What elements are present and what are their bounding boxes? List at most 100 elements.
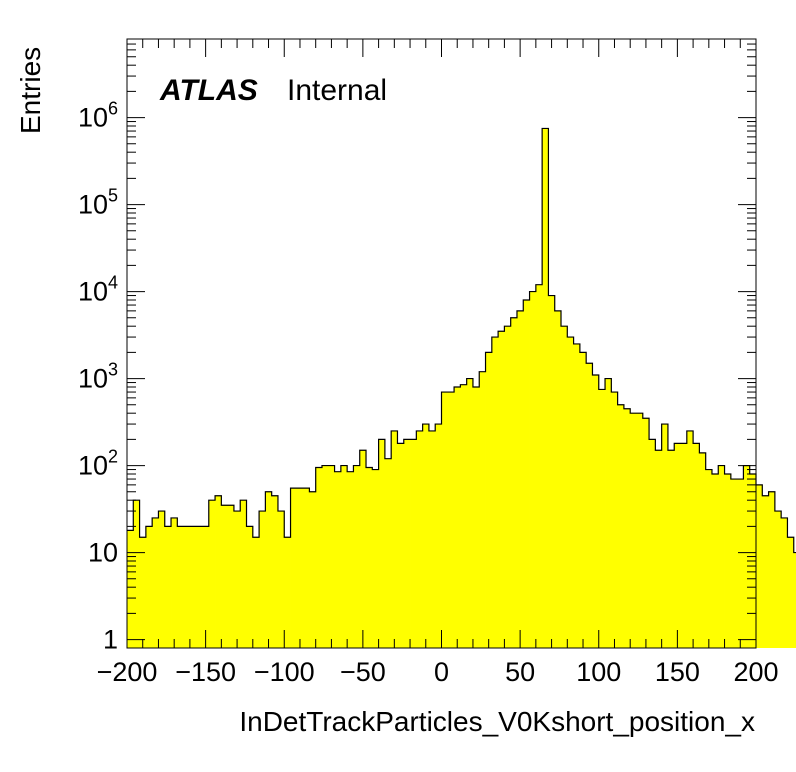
histogram-bar — [403, 439, 411, 648]
histogram-bar — [334, 471, 342, 648]
y-axis-label: Entries — [15, 47, 46, 134]
histogram-bar — [529, 291, 537, 648]
histogram-bars — [127, 127, 796, 649]
histogram-bar — [485, 352, 493, 648]
histogram-bar — [441, 392, 449, 648]
histogram-bar — [164, 526, 172, 648]
x-tick-label: 100 — [576, 657, 621, 687]
histogram-bar — [416, 430, 424, 648]
axis-ticks — [126, 38, 757, 648]
histogram-bar — [699, 452, 707, 648]
histogram-bar — [516, 310, 524, 648]
histogram-bar — [284, 537, 291, 648]
histogram-bar — [630, 413, 637, 648]
histogram-bar — [756, 484, 763, 648]
histogram-bar — [366, 467, 373, 648]
histogram-bar — [252, 537, 260, 648]
histogram-bar — [655, 450, 663, 648]
histogram-bar — [196, 526, 203, 648]
histogram-bar — [233, 511, 241, 648]
histogram-bar — [290, 488, 298, 648]
histogram-bar — [391, 430, 398, 648]
histogram-bar — [246, 526, 254, 648]
histogram-bar — [617, 404, 625, 648]
x-tick-label: −50 — [340, 657, 386, 687]
x-axis-label: InDetTrackParticles_V0Kshort_position_x — [239, 706, 755, 737]
internal-label: Internal — [287, 74, 387, 107]
histogram-bar — [711, 474, 719, 648]
histogram-bar — [479, 371, 486, 648]
histogram-bar — [221, 505, 229, 648]
histogram-bar — [189, 526, 197, 648]
histogram-bar — [347, 471, 354, 648]
histogram-bar — [768, 491, 776, 648]
histogram-bar — [133, 500, 140, 648]
x-tick-label: −100 — [254, 657, 315, 687]
histogram-bar — [340, 465, 348, 648]
x-tick-label: −150 — [175, 657, 236, 687]
histogram-bar — [177, 526, 185, 648]
histogram-bar — [504, 326, 512, 648]
histogram-bar — [208, 500, 216, 648]
x-tick-label: 0 — [434, 657, 449, 687]
histogram-bar — [353, 465, 361, 648]
histogram-bar — [384, 458, 392, 648]
histogram-bar — [315, 467, 323, 648]
histogram-bar — [605, 378, 612, 648]
histogram-bar — [598, 389, 606, 648]
histogram-bar — [793, 552, 796, 648]
histogram-bar — [454, 387, 461, 648]
histogram-bar — [328, 465, 335, 648]
histogram-bar — [674, 443, 681, 648]
x-tick-label: 150 — [655, 657, 700, 687]
histogram-bar — [498, 331, 505, 648]
histogram-bar — [730, 479, 738, 648]
histogram-bar — [762, 495, 769, 648]
histogram-bar — [548, 295, 556, 648]
histogram-bar — [460, 384, 468, 648]
histogram-outline — [127, 127, 796, 554]
y-tick-labels: 1 10 102 103 104 105 106 — [78, 99, 118, 655]
histogram-bar — [183, 526, 191, 648]
histogram-bar — [579, 352, 587, 648]
histogram-bar — [737, 479, 744, 648]
y-tick-label: 105 — [78, 186, 118, 220]
histogram-bar — [296, 488, 304, 648]
y-tick-label: 102 — [78, 447, 118, 481]
histogram-bar — [378, 439, 386, 648]
histogram-bar — [586, 363, 593, 648]
histogram-bar — [623, 408, 631, 648]
y-tick-label: 106 — [78, 99, 118, 133]
histogram-bar — [667, 450, 675, 648]
histogram-bar — [472, 387, 480, 648]
histogram-bar — [554, 310, 562, 648]
histogram-bar — [491, 337, 499, 648]
histogram-bar — [271, 495, 279, 648]
histogram-bar — [265, 491, 273, 648]
histogram-bar — [171, 517, 178, 648]
histogram-bar — [277, 511, 285, 648]
histogram-bar — [561, 326, 568, 648]
histogram-bar — [680, 443, 688, 648]
histogram-bar — [139, 537, 147, 648]
histogram-bar — [397, 443, 405, 648]
histogram-bar — [202, 526, 210, 648]
histogram-bar — [145, 526, 153, 648]
histogram-bar — [718, 465, 725, 648]
histogram-bar — [649, 439, 656, 648]
histogram-bar — [743, 465, 751, 648]
histogram-bar — [309, 491, 317, 648]
y-tick-label: 104 — [78, 273, 118, 307]
histogram-bar — [422, 424, 430, 648]
histogram-bar — [523, 300, 530, 648]
y-tick-label: 103 — [78, 360, 118, 394]
x-tick-label: 50 — [505, 657, 535, 687]
x-tick-labels: −200 −150 −100 −50 0 50 100 150 200 — [97, 657, 779, 687]
histogram-bar — [774, 511, 782, 648]
histogram-bar — [542, 128, 549, 649]
x-tick-label: 200 — [733, 657, 778, 687]
histogram-bar — [158, 511, 166, 648]
histogram-bar — [592, 374, 600, 648]
histogram-bar — [636, 413, 644, 648]
